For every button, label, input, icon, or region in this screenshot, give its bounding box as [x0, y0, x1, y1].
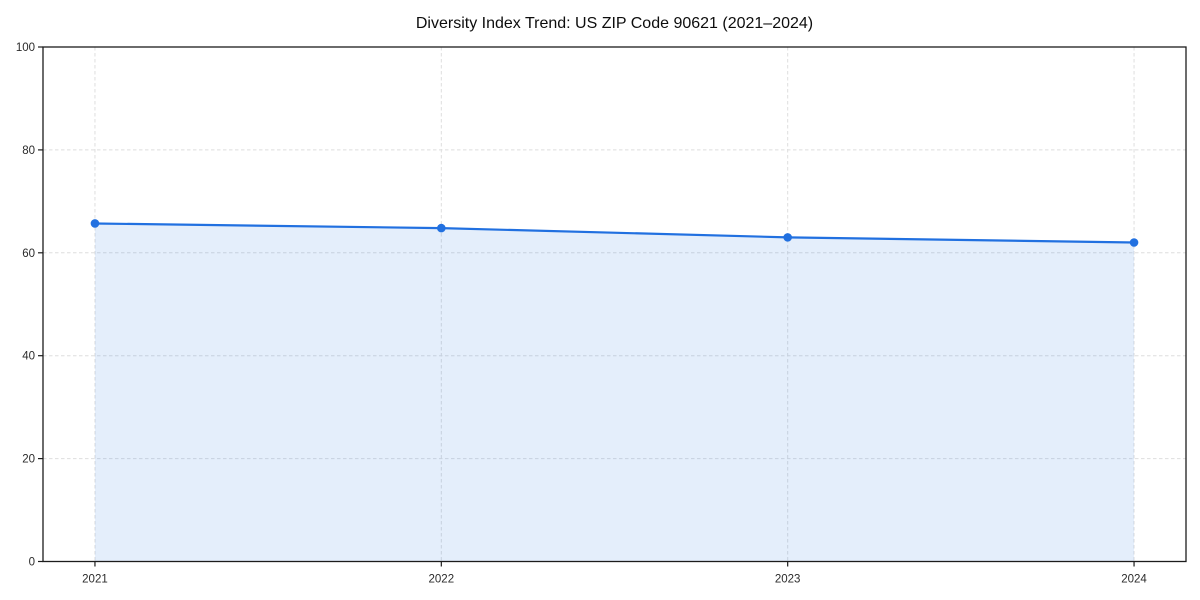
y-tick-label: 80: [22, 145, 35, 157]
trend-line: [93, 222, 1136, 244]
data-point-marker: [1129, 238, 1139, 247]
chart-title: Diversity Index Trend: US ZIP Code 90621…: [415, 15, 814, 32]
data-point-marker: [783, 233, 792, 242]
area-fill: [94, 223, 1135, 562]
y-tick-label: 60: [22, 248, 35, 260]
plot-frame: [42, 46, 1187, 563]
y-tick-label: 100: [16, 42, 35, 54]
data-point-marker: [90, 219, 100, 228]
data-point-marker: [437, 223, 446, 233]
y-tick-label: 20: [22, 454, 35, 466]
y-tick-label: 0: [29, 557, 35, 569]
x-tick-label: 2022: [429, 574, 455, 586]
x-tick-label: 2021: [82, 574, 108, 586]
x-tick-label: 2024: [1121, 574, 1147, 586]
y-tick-label: 40: [22, 351, 35, 363]
x-tick-label: 2023: [775, 574, 801, 586]
